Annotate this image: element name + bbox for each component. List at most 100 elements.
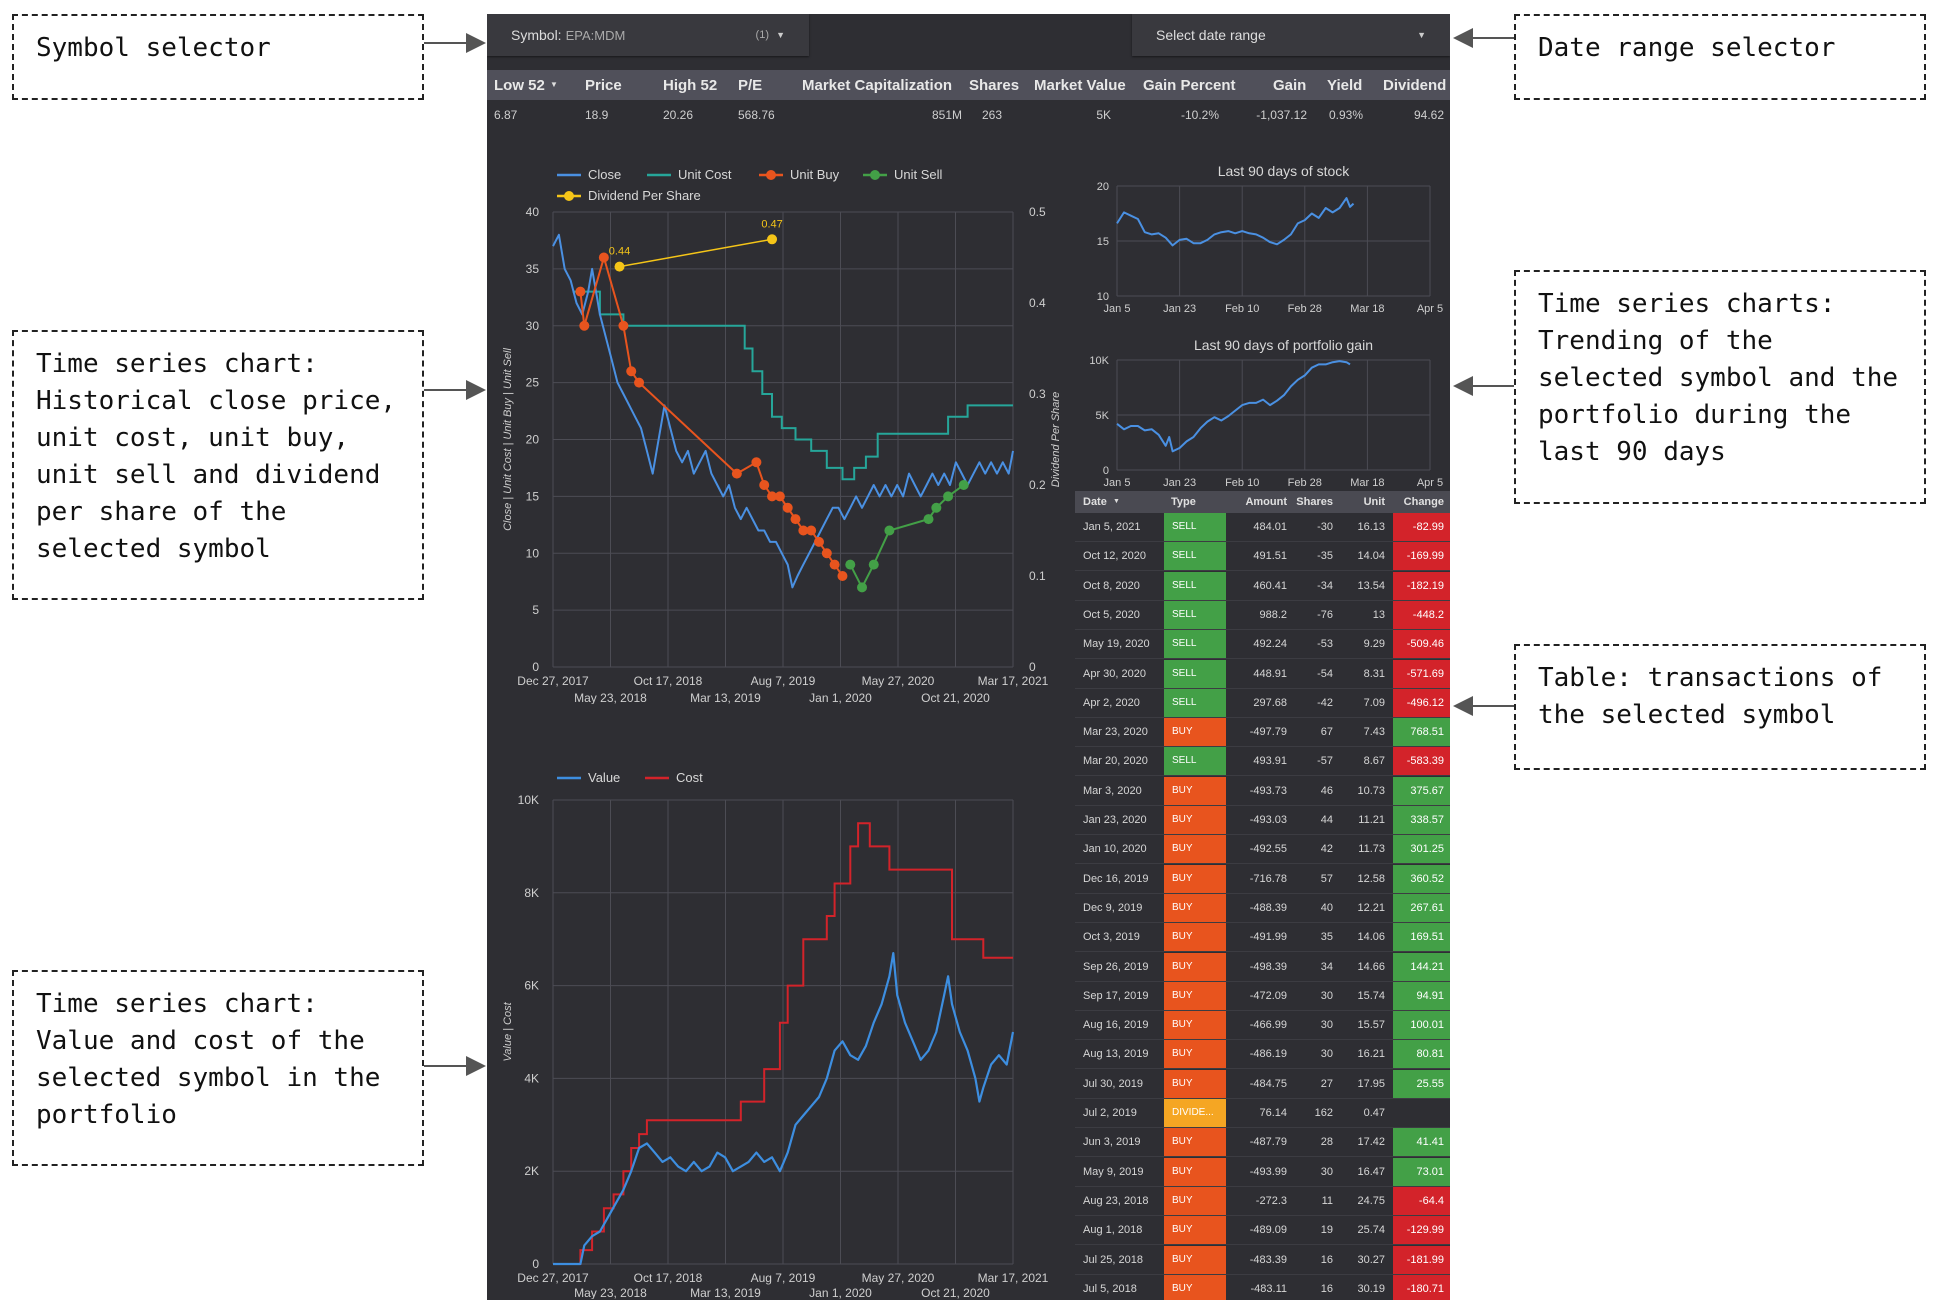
column-header-change[interactable]: Change: [1403, 496, 1444, 508]
cell-amount: 448.91: [1253, 667, 1287, 680]
table-row[interactable]: Oct 5, 2020 SELL 988.2 -76 13 -448.2: [1075, 600, 1450, 630]
cell-amount: 297.68: [1253, 696, 1287, 709]
table-row[interactable]: Dec 9, 2019 BUY -488.39 40 12.21 267.61: [1075, 893, 1450, 923]
table-row[interactable]: Aug 1, 2018 BUY -489.09 19 25.74 -129.99: [1075, 1216, 1450, 1246]
cell-unit: 16.13: [1357, 521, 1385, 533]
table-row[interactable]: Oct 12, 2020 SELL 491.51 -35 14.04 -169.99: [1075, 542, 1450, 572]
y-tick-label: 0: [532, 660, 539, 674]
table-row[interactable]: Mar 20, 2020 SELL 493.91 -57 8.67 -583.39: [1075, 747, 1450, 777]
table-row[interactable]: Jan 10, 2020 BUY -492.55 42 11.73 301.25: [1075, 835, 1450, 865]
cell-amount: -493.73: [1249, 784, 1287, 797]
cell-change: -82.99: [1393, 513, 1450, 541]
cell-date: Jul 5, 2018: [1083, 1282, 1137, 1295]
table-row[interactable]: Sep 17, 2019 BUY -472.09 30 15.74 94.91: [1075, 981, 1450, 1011]
table-row[interactable]: Jul 25, 2018 BUY -483.39 16 30.27 -181.99: [1075, 1245, 1450, 1275]
x-tick-label: Mar 18: [1350, 303, 1384, 315]
cell-change: 360.52: [1393, 864, 1450, 893]
table-row[interactable]: May 9, 2019 BUY -493.99 30 16.47 73.01: [1075, 1157, 1450, 1187]
table-row[interactable]: Jul 30, 2019 BUY -484.75 27 17.95 25.55: [1075, 1069, 1450, 1099]
table-row[interactable]: Jun 3, 2019 BUY -487.79 28 17.42 41.41: [1075, 1128, 1450, 1158]
cell-type: SELL: [1164, 747, 1226, 776]
cell-shares: 27: [1320, 1077, 1333, 1090]
cell-unit: 13.54: [1357, 579, 1385, 592]
cell-unit: 13: [1372, 608, 1385, 621]
stat-header-pe[interactable]: P/E: [738, 77, 763, 94]
unit-sell-point: [923, 514, 934, 525]
stat-pe: 568.76: [738, 108, 775, 122]
column-header-shares[interactable]: Shares: [1296, 496, 1333, 508]
cell-type: BUY: [1164, 1040, 1226, 1069]
x-tick-label: Mar 17, 2021: [978, 1271, 1049, 1285]
table-row[interactable]: Jan 23, 2020 BUY -493.03 44 11.21 338.57: [1075, 806, 1450, 835]
cell-amount: -487.79: [1249, 1136, 1287, 1149]
table-row[interactable]: Aug 13, 2019 BUY -486.19 30 16.21 80.81: [1075, 1040, 1450, 1070]
y-tick-label: 10K: [1089, 355, 1109, 367]
column-header-type[interactable]: Type: [1171, 496, 1196, 508]
cell-change: 301.25: [1393, 835, 1450, 864]
stat-header-market-cap[interactable]: Market Capitalization: [802, 77, 953, 94]
symbol-selector[interactable]: Symbol: EPA:MDM (1) ▼: [487, 14, 809, 56]
cell-date: Oct 12, 2020: [1083, 550, 1146, 563]
cell-change: -169.99: [1393, 542, 1450, 571]
annotation-transactions-table: Table: transactions of the selected symb…: [1514, 644, 1926, 770]
table-row[interactable]: Dec 16, 2019 BUY -716.78 57 12.58 360.52: [1075, 864, 1450, 894]
stat-header-dividend[interactable]: Dividend: [1383, 77, 1447, 94]
table-row[interactable]: Apr 2, 2020 SELL 297.68 -42 7.09 -496.12: [1075, 688, 1450, 718]
stat-market-cap: 851M: [931, 108, 962, 122]
dividend-point: [767, 234, 778, 245]
cell-type: BUY: [1164, 1157, 1226, 1186]
column-header-unit[interactable]: Unit: [1363, 496, 1385, 508]
series-dividend: [619, 238, 773, 268]
annotation-value-cost-chart: Time series chart: Value and cost of the…: [12, 970, 424, 1166]
stat-header-gain[interactable]: Gain: [1273, 77, 1307, 94]
table-row[interactable]: Jan 5, 2021 SELL 484.01 -30 16.13 -82.99: [1075, 513, 1450, 542]
x-tick-label: Apr 5: [1417, 303, 1443, 315]
chart-title: Last 90 days of portfolio gain: [1194, 337, 1373, 353]
column-header-amount[interactable]: Amount: [1245, 496, 1287, 508]
x-tick-label: Jan 23: [1163, 303, 1196, 315]
table-row[interactable]: Aug 23, 2018 BUY -272.3 11 24.75 -64.4: [1075, 1186, 1450, 1216]
legend-unit-sell-label: Unit Sell: [894, 167, 943, 182]
stat-header-gain-percent[interactable]: Gain Percent: [1143, 77, 1236, 94]
table-row[interactable]: Sep 26, 2019 BUY -498.39 34 14.66 144.21: [1075, 952, 1450, 982]
x-tick-label: Dec 27, 2017: [517, 674, 589, 688]
table-row[interactable]: Mar 23, 2020 BUY -497.79 67 7.43 768.51: [1075, 718, 1450, 748]
stats-value-row: 6.87 18.9 20.26 568.76 851M 263 5K -10.2…: [487, 100, 1450, 130]
stat-header-low52[interactable]: Low 52: [494, 77, 545, 94]
cell-date: Jan 23, 2020: [1083, 814, 1147, 826]
cell-date: Aug 1, 2018: [1083, 1224, 1143, 1237]
table-row[interactable]: Jul 5, 2018 BUY -483.11 16 30.19 -180.71: [1075, 1274, 1450, 1300]
cell-amount: 988.2: [1259, 608, 1287, 621]
cell-unit: 15.74: [1357, 989, 1385, 1002]
cell-shares: 19: [1320, 1224, 1333, 1237]
cell-date: Jul 2, 2019: [1083, 1107, 1137, 1119]
table-row[interactable]: Apr 30, 2020 SELL 448.91 -54 8.31 -571.69: [1075, 659, 1450, 689]
y2-tick-label: 0: [1029, 660, 1036, 674]
y-tick-label: 4K: [524, 1071, 539, 1085]
cell-date: Jan 5, 2021: [1083, 521, 1141, 533]
table-row[interactable]: Jul 2, 2019 DIVIDE... 76.14 162 0.47: [1075, 1099, 1450, 1128]
stat-header-price[interactable]: Price: [585, 77, 622, 94]
stat-header-market-value[interactable]: Market Value: [1034, 77, 1126, 94]
cell-amount: 76.14: [1259, 1107, 1287, 1119]
table-row[interactable]: Oct 8, 2020 SELL 460.41 -34 13.54 -182.19: [1075, 571, 1450, 601]
cell-type: BUY: [1164, 1245, 1226, 1274]
annotation-main-chart: Time series chart: Historical close pric…: [12, 330, 424, 600]
table-row[interactable]: May 19, 2020 SELL 492.24 -53 9.29 -509.46: [1075, 630, 1450, 660]
table-row[interactable]: Aug 16, 2019 BUY -466.99 30 15.57 100.01: [1075, 1011, 1450, 1041]
stat-header-yield[interactable]: Yield: [1327, 77, 1363, 94]
y-tick-label: 6K: [524, 979, 539, 993]
cell-shares: 57: [1320, 872, 1333, 885]
y-tick-label: 10: [526, 546, 540, 560]
legend-value-label: Value: [588, 770, 620, 785]
table-row[interactable]: Oct 3, 2019 BUY -491.99 35 14.06 169.51: [1075, 923, 1450, 953]
column-header-date[interactable]: Date: [1083, 496, 1107, 508]
unit-buy-point: [829, 559, 840, 570]
cell-type: SELL: [1164, 542, 1226, 571]
stat-header-high52[interactable]: High 52: [663, 77, 718, 94]
stat-low52: 6.87: [494, 108, 518, 122]
cell-date: Dec 9, 2019: [1083, 901, 1143, 914]
date-range-selector[interactable]: Select date range ▼: [1132, 14, 1450, 56]
table-row[interactable]: Mar 3, 2020 BUY -493.73 46 10.73 375.67: [1075, 776, 1450, 806]
stat-header-shares[interactable]: Shares: [969, 77, 1020, 94]
